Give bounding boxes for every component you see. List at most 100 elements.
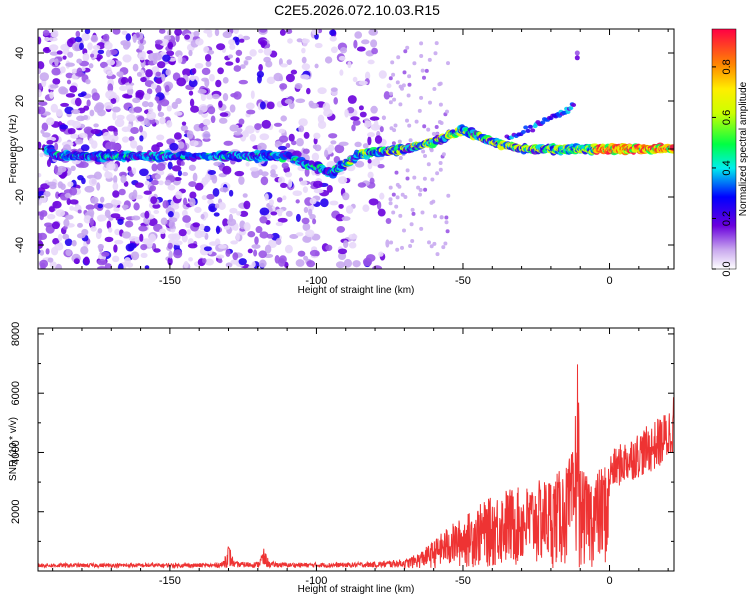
spectrogram-cell <box>268 199 275 206</box>
spectrogram-cell <box>208 203 218 213</box>
spectrogram-cell <box>50 103 58 113</box>
spectrogram-cell <box>525 128 531 133</box>
spectrogram-cell <box>39 249 45 256</box>
spectrogram-cell <box>312 218 317 225</box>
spectrogram-cell <box>167 30 172 36</box>
spectrogram-cell <box>67 127 76 135</box>
spectrogram-cell <box>527 124 533 129</box>
spectrogram-cell <box>222 218 229 227</box>
spectrogram-cell <box>192 68 197 75</box>
spectrogram-cell <box>159 116 166 125</box>
spectrogram-cell <box>180 125 189 132</box>
snr-y-axis-label: SNR (10 * v/v) <box>8 417 19 481</box>
spectrogram-cell <box>138 125 144 133</box>
spectrogram-cell <box>57 233 63 242</box>
spectrogram-cell <box>388 76 393 81</box>
spectrogram-cell <box>203 225 211 233</box>
spectrogram-cell <box>152 59 158 65</box>
spectrogram-cell <box>374 135 383 144</box>
spectrogram-cell <box>338 252 347 261</box>
spectrogram-cell <box>40 262 46 269</box>
spectrogram-cell <box>211 174 218 184</box>
spectrogram-cell <box>72 206 80 212</box>
spectrogram-cell <box>150 179 160 186</box>
spectrogram-cell <box>392 97 397 102</box>
spectrogram-cell <box>389 91 394 96</box>
spectrogram-cell <box>325 244 333 251</box>
spectrogram-cell <box>204 258 214 266</box>
spectrogram-cell <box>236 211 242 216</box>
spectrogram-cell <box>157 111 165 118</box>
spectrogram-cell <box>137 115 145 122</box>
spectrogram-cell <box>259 29 268 33</box>
spectrogram-cell <box>75 30 81 38</box>
spectrogram-cell <box>530 128 536 133</box>
spectrogram-cell <box>230 240 238 245</box>
spectrogram-cell <box>222 93 229 102</box>
y-tick-label: 8000 <box>10 322 22 346</box>
spectrogram-cell <box>358 80 368 86</box>
spectrogram-cell <box>284 244 293 254</box>
spectrogram-cell <box>367 132 375 138</box>
spectrogram-cell <box>55 191 60 199</box>
spectrogram-cell <box>192 222 201 228</box>
spectrogram-cell <box>162 54 171 62</box>
spectrogram-cell <box>302 222 311 232</box>
spectrogram-cell <box>229 124 239 132</box>
spectrogram-cell <box>428 100 432 105</box>
spectrogram-cell <box>242 193 248 198</box>
spectrogram-cell <box>313 137 318 145</box>
spectrogram-cell <box>40 183 50 190</box>
spectrogram-cell <box>305 229 315 238</box>
spectrogram-cell <box>71 240 77 247</box>
spectrogram-cell <box>183 197 188 206</box>
y-tick-label: -40 <box>14 237 26 253</box>
spectrogram-cell <box>362 204 370 213</box>
spectrogram-cell <box>341 216 351 221</box>
spectrogram-cell <box>207 199 214 205</box>
spectrogram-cell <box>85 78 91 85</box>
spectrogram-cell <box>106 220 112 230</box>
spectrogram-cell <box>426 162 431 167</box>
spectrogram-cell <box>104 202 114 209</box>
x-tick-label: -150 <box>159 275 181 287</box>
spectrogram-cell <box>202 118 211 126</box>
spectrogram-cell <box>65 249 72 257</box>
spectrogram-cell <box>260 176 269 186</box>
spectrogram-cell <box>243 222 251 232</box>
spectrogram-cell <box>42 132 51 138</box>
spectrogram-cell <box>88 177 98 187</box>
spectrogram-cell <box>251 169 260 179</box>
spectrogram-cell <box>96 53 101 62</box>
spectrogram-cell <box>333 97 338 105</box>
spectrogram-cell <box>350 116 360 121</box>
spectrogram-cell <box>408 244 413 248</box>
spectrogram-cell <box>398 213 403 218</box>
spectrogram-cell <box>74 36 82 43</box>
spectrogram-cell <box>188 164 196 171</box>
x-tick-label: -100 <box>305 275 327 287</box>
x-tick-label: -150 <box>159 575 181 587</box>
spectrogram-cell <box>70 165 76 171</box>
spectrogram-cell <box>46 159 52 168</box>
spectrogram-cell <box>429 200 434 205</box>
spectrogram-cell <box>85 204 95 211</box>
spectrogram-cell <box>130 251 140 261</box>
spectrogram-cell <box>403 49 408 54</box>
spectrogram-cell <box>354 31 363 39</box>
spectrogram-cell <box>364 120 372 128</box>
spectrogram-cell <box>571 103 577 107</box>
spectrogram-cell <box>412 175 417 180</box>
spectrogram-cell <box>278 257 286 267</box>
spectrogram-cell <box>175 190 183 200</box>
spectrogram-cell <box>124 220 134 228</box>
spectrogram-cell <box>330 140 337 145</box>
spectrogram-cell <box>65 62 75 67</box>
spectrogram-cell <box>69 187 78 196</box>
spectrogram-cell <box>143 190 152 195</box>
spectrogram-cell <box>359 111 367 118</box>
spectrogram-cell <box>108 49 118 55</box>
spectrogram-cell <box>253 249 258 257</box>
spectrogram-cell <box>113 207 120 212</box>
spectrogram-cell <box>114 118 125 128</box>
